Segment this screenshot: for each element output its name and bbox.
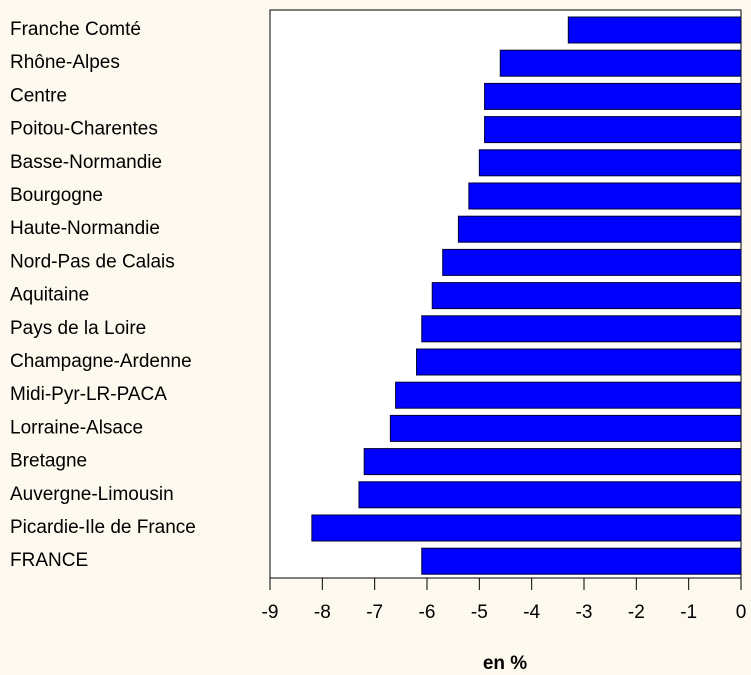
x-tick-label: -6	[419, 602, 436, 623]
y-tick-label: Franche Comté	[10, 19, 141, 40]
y-tick-label: FRANCE	[10, 550, 88, 571]
y-tick-label: Aquitaine	[10, 285, 89, 306]
bar	[395, 381, 742, 409]
bar	[499, 49, 742, 77]
x-tick-label: -5	[471, 602, 488, 623]
y-tick-label: Midi-Pyr-LR-PACA	[10, 384, 167, 405]
bar	[363, 448, 742, 476]
y-tick-label: Bretagne	[10, 451, 87, 472]
x-tick-label: -2	[628, 602, 645, 623]
y-tick-label: Poitou-Charentes	[10, 119, 158, 140]
x-tick-label: -8	[314, 602, 331, 623]
bar	[567, 16, 742, 44]
bar	[421, 547, 742, 575]
y-tick-label: Pays de la Loire	[10, 318, 146, 339]
bar	[484, 116, 742, 144]
x-tick-label: -3	[576, 602, 593, 623]
y-tick-label: Picardie-Ile de France	[10, 517, 196, 538]
y-tick-label: Rhône-Alpes	[10, 52, 120, 73]
y-tick-label: Lorraine-Alsace	[10, 417, 143, 438]
y-tick-label: Champagne-Ardenne	[10, 351, 192, 372]
bar	[431, 282, 742, 310]
bar	[457, 215, 742, 243]
y-tick-label: Centre	[10, 85, 67, 106]
bar	[389, 414, 742, 442]
y-tick-label: Haute-Normandie	[10, 218, 160, 239]
x-tick-label: -7	[366, 602, 383, 623]
x-tick-label: -9	[262, 602, 279, 623]
bar	[311, 514, 742, 542]
bar	[416, 348, 742, 376]
y-tick-label: Auvergne-Limousin	[10, 484, 174, 505]
x-axis-label: en %	[483, 653, 527, 674]
bar	[358, 481, 742, 509]
bar	[421, 315, 742, 343]
x-tick-label: -1	[680, 602, 697, 623]
bar	[468, 182, 742, 210]
bar	[484, 82, 742, 110]
x-tick-label: 0	[736, 602, 747, 623]
bar	[478, 149, 742, 177]
y-tick-label: Bourgogne	[10, 185, 103, 206]
bar	[442, 248, 742, 276]
y-tick-label: Nord-Pas de Calais	[10, 251, 175, 272]
y-tick-label: Basse-Normandie	[10, 152, 162, 173]
x-tick-label: -4	[523, 602, 540, 623]
